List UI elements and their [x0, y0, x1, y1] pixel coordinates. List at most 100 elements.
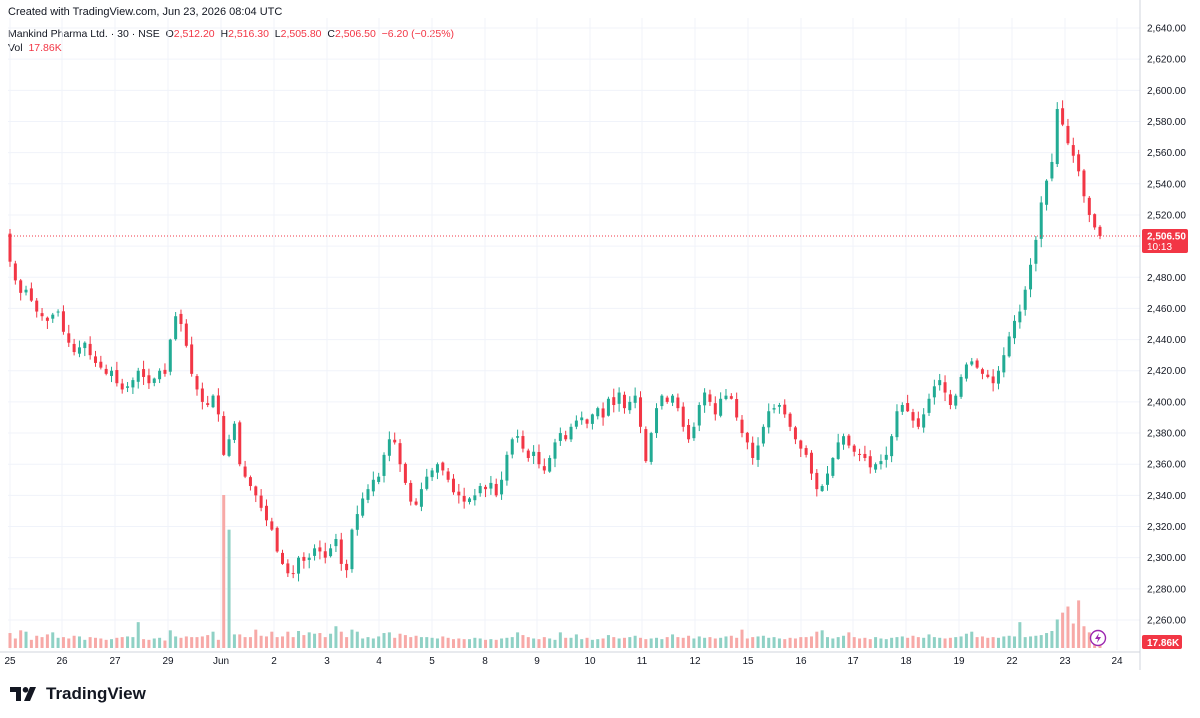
volume-bar [1045, 633, 1049, 648]
volume-bar [462, 639, 466, 648]
candle-body [275, 527, 279, 552]
volume-bar [334, 626, 338, 648]
volume-bar [516, 632, 520, 648]
volume-bar [874, 637, 878, 648]
candle-body [323, 551, 327, 558]
volume-bar [815, 631, 819, 648]
volume-bar [676, 637, 680, 648]
x-tick-label: 24 [1111, 656, 1123, 667]
candle-body [681, 406, 685, 427]
price-tag-value: 2,506.50 [1147, 231, 1186, 242]
candle-body [874, 464, 878, 470]
candle-body [996, 370, 1000, 384]
candle-body [521, 436, 525, 449]
candle-body [553, 442, 557, 459]
volume-bar [1066, 606, 1070, 648]
brand-name: TradingView [46, 684, 146, 703]
volume-bar [932, 637, 936, 648]
volume-bar [751, 637, 755, 648]
volume-bar [574, 634, 578, 648]
candle-body [430, 470, 434, 478]
volume-bar [163, 640, 167, 648]
volume-bar [713, 638, 717, 648]
candle-body [537, 451, 541, 465]
volume-bar [254, 629, 258, 648]
volume-bar [361, 638, 365, 648]
candle-body [302, 556, 306, 561]
volume-bar [799, 637, 803, 648]
volume-bar [350, 629, 354, 648]
x-tick-label: 2 [271, 656, 277, 667]
volume-bar [435, 638, 439, 648]
volume-bar [826, 637, 829, 648]
volume-bar [558, 632, 562, 648]
volume-bar [542, 637, 546, 648]
y-tick-label: 2,580.00 [1147, 117, 1186, 128]
candle-body [799, 440, 803, 449]
candle-body [590, 414, 594, 424]
candle-body [1055, 109, 1059, 165]
volume-bar [77, 636, 81, 648]
candle-body [708, 394, 712, 402]
candle-body [660, 395, 664, 407]
volume-bar [831, 638, 835, 648]
candle-body [783, 404, 787, 415]
volume-bar [8, 633, 12, 648]
candle-body [991, 376, 995, 384]
candle-body [964, 364, 968, 379]
candle-body [826, 473, 829, 485]
volume-bar [313, 633, 317, 648]
candle-body [622, 394, 626, 409]
volume-bar [1077, 600, 1081, 648]
volume-bar [275, 637, 279, 648]
candle-body [676, 397, 680, 409]
volume-bar [532, 638, 536, 648]
candle-body [938, 380, 942, 386]
candle-body [1087, 197, 1091, 215]
candle-body [99, 361, 103, 368]
candle-body [740, 419, 744, 434]
ohlc-legend: Mankind Pharma Ltd. · 30 · NSE O2,512.20… [8, 28, 454, 40]
volume-bar [585, 637, 589, 648]
candle-body [1023, 289, 1027, 310]
volume-bar [820, 630, 824, 648]
candle-body [403, 463, 407, 483]
candle-body [580, 417, 584, 421]
x-tick-label: 12 [689, 656, 701, 667]
candle-body [72, 343, 76, 353]
candle-body [761, 426, 765, 444]
candle-body [596, 408, 600, 417]
candle-body [745, 432, 749, 443]
y-tick-label: 2,440.00 [1147, 335, 1186, 346]
volume-bar [537, 639, 541, 648]
y-tick-label: 2,480.00 [1147, 273, 1186, 284]
volume-bar [970, 631, 974, 648]
volume-bar [879, 638, 883, 648]
volume-bar [377, 636, 381, 648]
volume-bar [777, 638, 781, 648]
candle-body [334, 538, 338, 547]
volume-bar [628, 637, 632, 648]
candle-body [975, 360, 979, 368]
y-tick-label: 2,260.00 [1147, 616, 1186, 627]
volume-bar [772, 637, 776, 648]
volume-bar [793, 638, 797, 648]
candle-body [457, 491, 461, 496]
volume-bar [847, 632, 851, 648]
volume-bar [1029, 636, 1033, 648]
candle-body [863, 453, 867, 458]
candle-body [264, 505, 268, 521]
candle-body [13, 263, 17, 281]
volume-bar [745, 638, 749, 648]
volume-bar [804, 637, 808, 648]
candle-body [1007, 336, 1011, 357]
volume-bar [895, 637, 899, 648]
volume-bar [836, 637, 840, 648]
volume-bar [99, 638, 103, 648]
volume-bar [232, 634, 236, 648]
candle-body [922, 414, 926, 428]
volume-bar [510, 637, 514, 648]
volume-bar [954, 637, 958, 648]
volume-bar [302, 635, 306, 648]
